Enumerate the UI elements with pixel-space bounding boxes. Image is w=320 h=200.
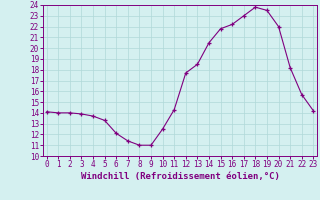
X-axis label: Windchill (Refroidissement éolien,°C): Windchill (Refroidissement éolien,°C): [81, 172, 279, 181]
